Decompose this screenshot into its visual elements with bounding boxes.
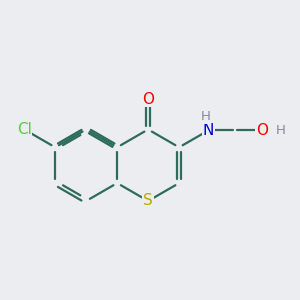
Text: S: S	[143, 194, 153, 208]
Text: H: H	[201, 110, 211, 123]
Text: H: H	[276, 124, 286, 137]
Text: N: N	[203, 123, 214, 138]
Text: O: O	[256, 123, 268, 138]
Text: O: O	[142, 92, 154, 106]
Text: Cl: Cl	[17, 122, 32, 137]
